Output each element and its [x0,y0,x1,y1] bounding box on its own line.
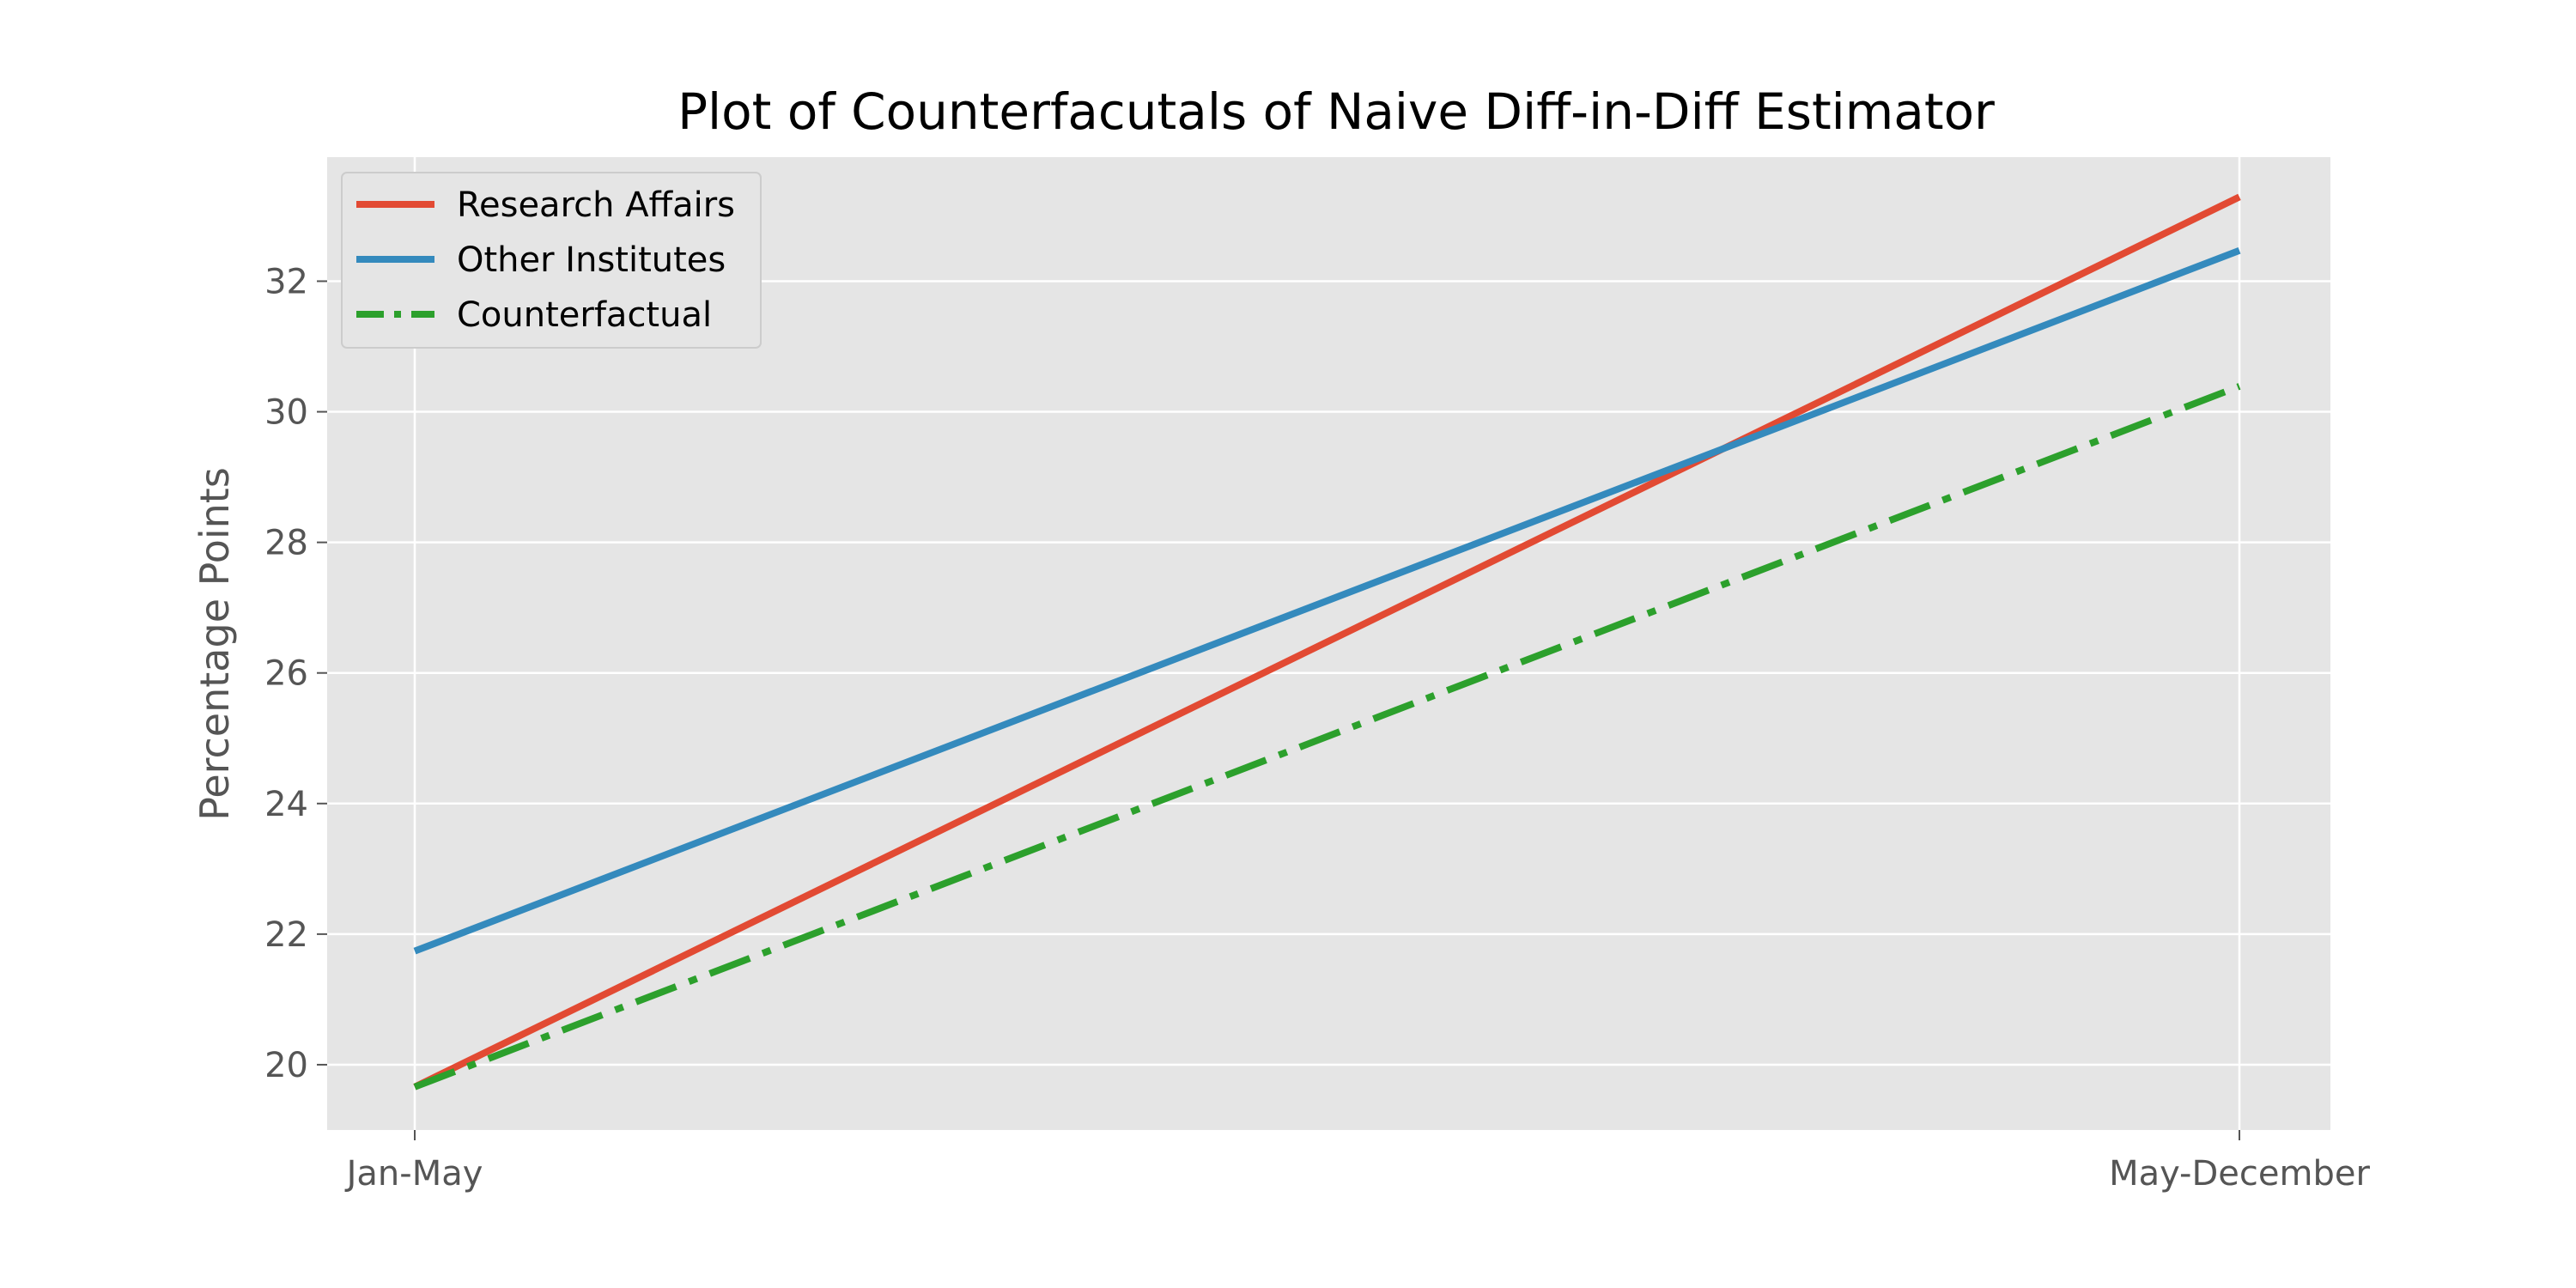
series-line-counterfactual [413,383,2241,1091]
chart-title: Plot of Counterfacutals of Naive Diff-in… [677,82,1995,141]
legend: Research Affairs Other Institutes Counterf… [341,172,762,349]
y-tick-label: 22 [264,915,308,955]
x-tick-label: May-December [2109,1154,2370,1194]
y-tick-label: 20 [264,1046,308,1085]
x-tick-label: Jan-May [344,1154,483,1194]
y-tick-label: 28 [264,524,308,563]
series-line-other-institutes [413,247,2241,955]
legend-box [341,172,762,349]
y-tick-label: 26 [264,654,308,694]
y-tick-label: 32 [264,262,308,301]
y-axis-label: Percentage Points [191,467,238,821]
legend-label: Research Affairs [457,185,735,225]
series-lines [413,193,2241,1091]
y-tick-label: 30 [264,393,308,433]
y-tick-label: 24 [264,785,308,824]
axis-ticks: 20 22 24 26 28 30 32 Jan-May May-December [264,262,2370,1194]
legend-label: Other Institutes [457,240,726,280]
legend-label: Counterfactual [457,295,712,335]
series-line-research-affairs [413,193,2241,1091]
